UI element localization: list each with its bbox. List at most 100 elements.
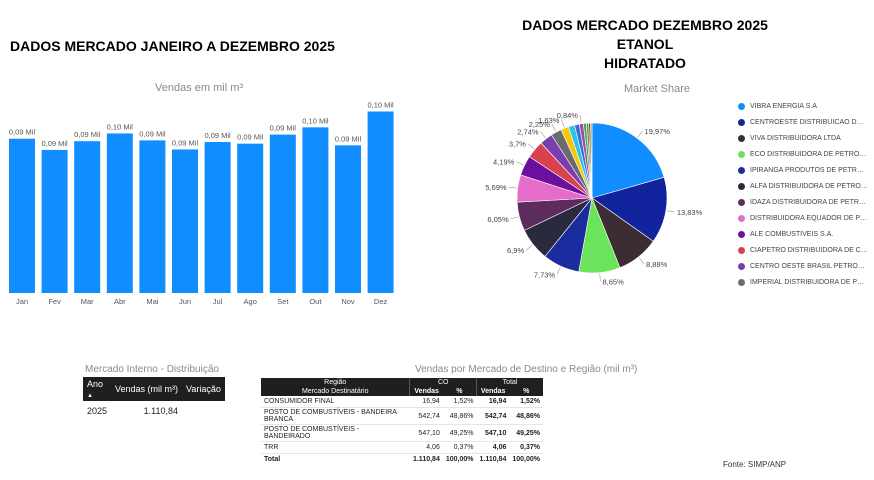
legend-swatch [738,102,745,110]
pie-slice[interactable] [590,122,593,199]
pie-chart: 19,97% 13,83% 8,88% 8,65% 7,73% 6,9% 6,05% 5,69… [485,111,703,287]
legend-label: CENTRO OESTE BRASIL PETRÓLEO L... [750,262,868,270]
col-ano[interactable]: Ano ▲ [83,377,112,401]
bar-data-label: 0,09 Mil [270,124,297,133]
bar-data-label: 0,09 Mil [74,130,101,139]
legend-item[interactable]: CENTROESTE DISTRIBUICAO DE DER... [738,114,868,130]
bar-data-label: 0,09 Mil [172,138,199,147]
cell-total-vendas: 4,06 [476,441,510,454]
table-row: 2025 1.110,84 [83,401,225,418]
pie-leader-line [540,131,546,139]
x-tick-label: Mai [146,297,158,306]
bar-data-label: 0,09 Mil [335,134,362,143]
right-title-line2: HIDRATADO [604,55,686,71]
pie-chart-title: Market Share [624,83,691,95]
table-row: POSTO DE COMBUSTÍVEIS - BANDEIRA BRANCA 5… [261,407,543,425]
pie-data-label: 2,74% [517,128,539,137]
pie-leader-line [556,267,561,275]
bar-out[interactable] [302,127,329,293]
legend-item[interactable]: VIVA DISTRIBUIDORA LTDA [738,130,868,146]
bar-chart-title: Vendas em mil m³ [155,82,244,94]
legend-item[interactable]: IDAZA DISTRIBUIDORA DE PETRÓLE... [738,194,868,210]
bar-abr[interactable] [106,133,133,293]
pie-slice[interactable] [591,122,665,199]
x-tick-label: Jan [16,297,28,306]
legend-item[interactable]: ALFA DISTRIBUIDORA DE PETRÓLEO... [738,178,868,194]
pie-leader-line [561,119,565,128]
legend-item[interactable]: IPIRANGA PRODUTOS DE PETRÓLE... [738,162,868,178]
bar-jan[interactable] [9,138,35,293]
cell-co-vendas: 4,06 [409,441,443,454]
cell-total-vendas: 16,94 [476,396,510,408]
cell-destino: CONSUMIDOR FINAL [261,396,410,408]
pie-data-label: 3,7% [509,140,526,149]
right-panel-title: DADOS MERCADO DEZEMBRO 2025 ETANOL HIDRA… [500,16,790,73]
legend-label: ALFA DISTRIBUIDORA DE PETRÓLEO... [750,182,868,190]
bar-nov[interactable] [335,145,361,293]
legend-item[interactable]: CIAPETRO DISTRIBUIDORA DE COM... [738,242,868,258]
pie-slice[interactable] [591,176,668,242]
cell-variacao [182,401,225,418]
bar-data-label: 0,09 Mil [204,131,231,140]
bar-mai[interactable] [139,140,166,293]
legend-swatch [738,214,745,222]
legend-swatch [738,278,745,286]
cell-total-pct: 100,00% [512,456,540,463]
legend-item[interactable]: DISTRIBUIDORA EQUADOR DE PRO... [738,210,868,226]
legend-item[interactable]: VIBRA ENERGIA S.A [738,98,868,114]
legend-item[interactable]: ALE COMBUSTIVEIS S.A. [738,226,868,242]
legend-label: VIBRA ENERGIA S.A [750,102,817,110]
pie-data-label: 4,19% [493,158,515,167]
legend-item[interactable]: IMPERIAL DISTRIBUIDORA DE PETR... [738,274,868,290]
pie-legend: VIBRA ENERGIA S.A CENTROESTE DISTRIBUICAO… [738,98,868,290]
x-tick-label: Fev [48,297,61,306]
vendas-mercado-table: Região CO Total Mercado Destinatário Ven… [261,378,543,465]
bar-chart: 0,09 Mil Jan 0,09 Mil Fev 0,09 Mil Mar 0,10 Mi… [9,101,394,307]
col-variacao[interactable]: Variação [182,377,225,401]
bar-mar[interactable] [74,141,101,293]
legend-label: CENTROESTE DISTRIBUICAO DE DER... [750,118,868,126]
header-total: Total [475,378,543,387]
pie-data-label: 7,73% [534,270,556,279]
header-co: CO [409,378,477,387]
legend-item[interactable]: CENTRO OESTE BRASIL PETRÓLEO L... [738,258,868,274]
bar-jun[interactable] [172,149,198,293]
legend-label: VIVA DISTRIBUIDORA LTDA [750,134,841,142]
legend-swatch [738,134,745,142]
legend-swatch [738,166,745,174]
pie-leader-line [508,186,517,189]
bar-data-label: 0,09 Mil [41,139,68,148]
bar-set[interactable] [269,134,296,293]
pie-data-label: 0,84% [557,111,579,120]
mercado-interno-title: Mercado Interno - Distribuição [85,364,219,375]
cell-total-vendas: 547,10 [476,424,510,442]
bar-ago[interactable] [237,143,264,293]
x-tick-label: Mar [81,297,94,306]
bar-dez[interactable] [367,111,394,294]
bar-data-label: 0,10 Mil [302,116,329,125]
legend-label: CIAPETRO DISTRIBUIDORA DE COM... [750,246,868,254]
cell-destino: POSTO DE COMBUSTÍVEIS - BANDEIRADO [261,424,410,442]
header-total-pct: % [509,387,543,396]
cell-co-pct: 100,00% [445,456,474,463]
legend-item[interactable]: ECO DISTRIBUIDORA DE PETRÓLEO ... [738,146,868,162]
pie-data-label: 2,25% [529,120,551,129]
cell-destino: TRR [261,441,410,454]
pie-data-label: 13,83% [677,208,703,217]
bar-data-label: 0,10 Mil [107,122,134,131]
pie-leader-line [666,210,675,213]
pie-data-label: 6,9% [507,246,524,255]
pie-data-label: 8,88% [646,260,668,269]
pie-leader-line [551,124,556,132]
cell-vendas: 1.110,84 [143,406,179,416]
pie-leader-line [637,130,643,138]
bar-fev[interactable] [41,149,68,293]
col-vendas[interactable]: Vendas (mil m³) [111,377,183,401]
x-tick-label: Nov [341,297,355,306]
bar-jul[interactable] [204,142,231,293]
vendas-mercado-title: Vendas por Mercado de Destino e Região (… [415,364,638,375]
legend-swatch [738,182,745,190]
x-tick-label: Set [277,297,289,306]
table-row: Total 1.110,84 100,00% 1.110,84 100,00% [261,454,543,466]
pie-leader-line [579,114,582,123]
